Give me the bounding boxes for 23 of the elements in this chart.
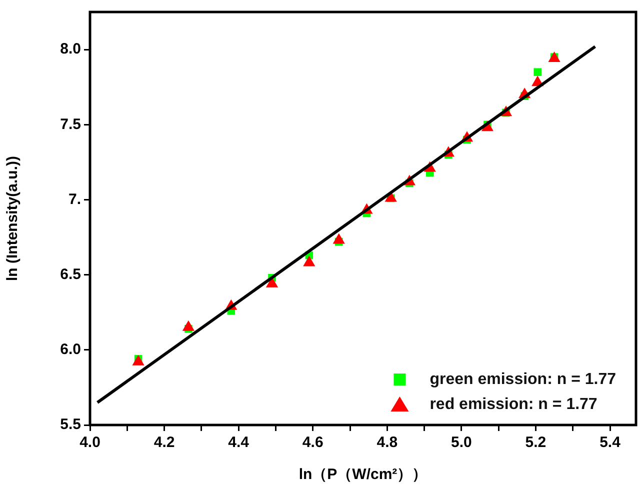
x-tick-label: 4.8 bbox=[376, 434, 398, 452]
y-tick-label: 8.0 bbox=[60, 40, 81, 58]
y-tick-label: 7. bbox=[68, 190, 81, 208]
x-tick-label: 4.0 bbox=[80, 434, 100, 452]
legend-label: red emission: n = 1.77 bbox=[430, 396, 598, 413]
x-tick-label: 4.4 bbox=[228, 434, 250, 452]
y-tick-label: 6.5 bbox=[60, 266, 81, 283]
y-tick-label: 6.0 bbox=[60, 341, 81, 358]
point bbox=[534, 68, 542, 76]
x-tick-label: 4.2 bbox=[154, 434, 175, 452]
point bbox=[332, 233, 345, 244]
y-tick-label: 5.5 bbox=[60, 416, 81, 434]
y-axis-title: ln (Intensity(a.u.)) bbox=[4, 156, 22, 281]
x-axis-title: ln（P（W/cm²）） bbox=[298, 466, 428, 484]
point bbox=[182, 320, 194, 331]
point bbox=[303, 256, 316, 266]
legend-label: green emission: n = 1.77 bbox=[430, 370, 616, 388]
x-tick-label: 5.0 bbox=[451, 434, 472, 452]
y-tick-label: 7.5 bbox=[60, 116, 81, 133]
x-tick-label: 5.4 bbox=[600, 434, 622, 452]
point bbox=[132, 354, 144, 366]
x-tick-label: 4.6 bbox=[302, 434, 324, 452]
x-tick-label: 5.2 bbox=[525, 434, 546, 452]
